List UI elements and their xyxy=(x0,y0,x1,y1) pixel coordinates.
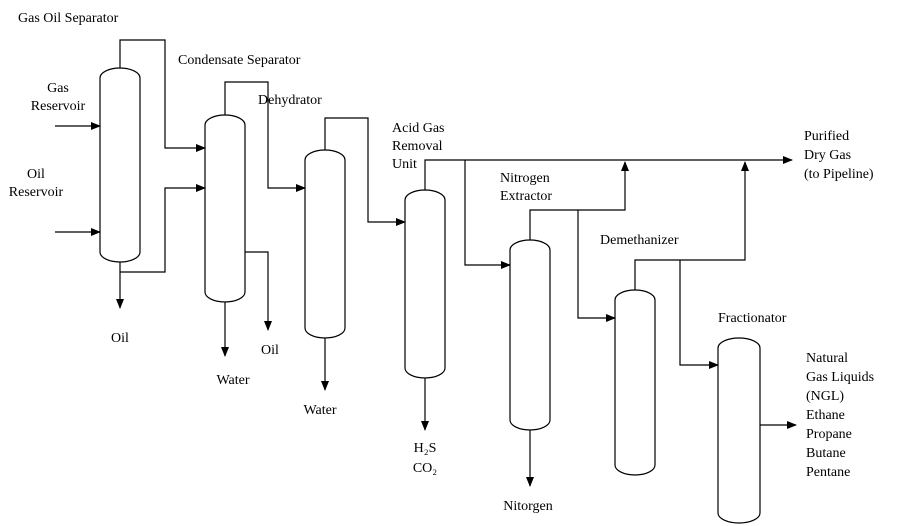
pipe xyxy=(424,156,793,190)
label: Pentane xyxy=(806,465,850,480)
nitrogen-extractor xyxy=(509,239,551,431)
label: Oil xyxy=(111,331,129,346)
label: Unit xyxy=(392,157,417,172)
pipe xyxy=(577,210,616,322)
pipe xyxy=(464,160,511,269)
pipe xyxy=(324,117,406,226)
label: Extractor xyxy=(500,189,552,204)
label: Removal xyxy=(392,139,443,154)
label: CO₂ xyxy=(413,461,437,476)
gas-oil-separator xyxy=(99,67,141,263)
label: Ethane xyxy=(806,408,845,423)
pipe xyxy=(224,81,306,192)
pipe xyxy=(119,39,206,152)
label: (NGL) xyxy=(806,389,844,404)
label: Nitorgen xyxy=(503,499,553,514)
label: Demethanizer xyxy=(600,233,679,248)
fractionator xyxy=(717,337,761,524)
label: Condensate Separator xyxy=(178,53,301,68)
label: Reservoir xyxy=(31,99,86,114)
demethanizer xyxy=(614,289,656,476)
label: Nitrogen xyxy=(500,171,550,186)
acid-gas-removal xyxy=(404,189,446,379)
label: Oil xyxy=(27,167,45,182)
dehydrator xyxy=(304,149,346,339)
labels: Gas Oil Separator Condensate Separator Deh… xyxy=(9,11,874,514)
pipe xyxy=(245,251,272,331)
label: H₂S xyxy=(414,441,437,456)
label: Gas Oil Separator xyxy=(18,11,119,26)
label: Propane xyxy=(806,427,852,442)
label: Acid Gas xyxy=(392,121,445,136)
vessels xyxy=(99,67,761,524)
label: Dehydrator xyxy=(258,93,322,108)
label: Butane xyxy=(806,446,846,461)
pipe xyxy=(679,260,719,369)
label: Water xyxy=(303,403,336,418)
label: Dry Gas xyxy=(804,148,851,163)
pipes xyxy=(55,39,797,487)
label: Oil xyxy=(261,343,279,358)
condensate-separator xyxy=(204,114,246,303)
label: Fractionator xyxy=(718,311,787,326)
label: (to Pipeline) xyxy=(804,167,874,182)
label: Gas xyxy=(47,81,69,96)
label: Water xyxy=(216,373,249,388)
label: Gas Liquids xyxy=(806,370,874,385)
pipe xyxy=(634,161,749,290)
label: Reservoir xyxy=(9,185,64,200)
label: Purified xyxy=(804,129,849,144)
pipe xyxy=(120,184,206,273)
label: Natural xyxy=(806,351,848,366)
